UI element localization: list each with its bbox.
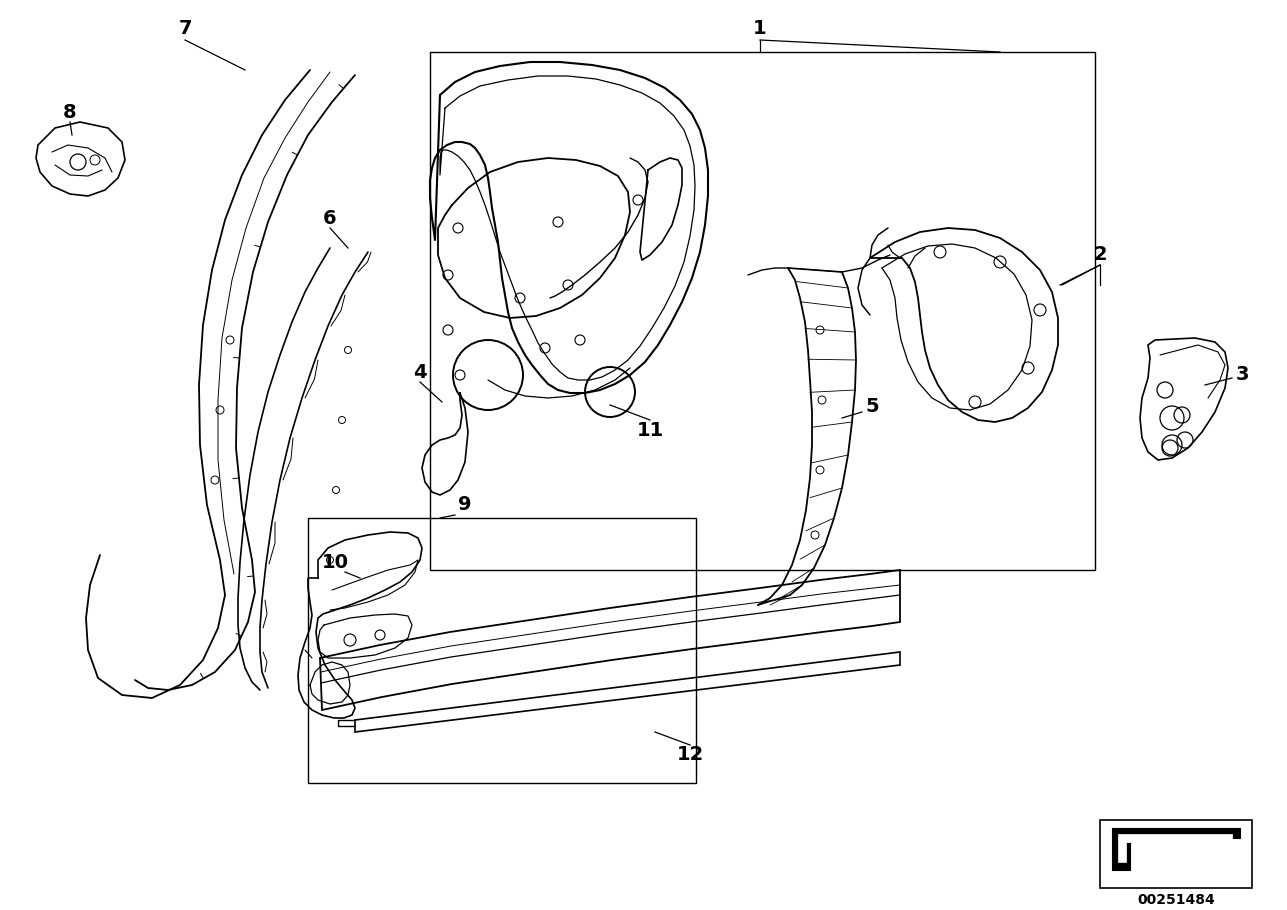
Text: 1: 1 xyxy=(753,18,767,37)
Bar xyxy=(430,52,1095,570)
Text: 3: 3 xyxy=(1236,366,1248,385)
Text: 4: 4 xyxy=(413,362,427,381)
Text: 2: 2 xyxy=(1093,246,1107,265)
Text: 6: 6 xyxy=(323,208,337,228)
Text: 5: 5 xyxy=(865,397,879,416)
Text: 8: 8 xyxy=(63,103,77,122)
Text: 10: 10 xyxy=(322,552,349,571)
Text: 9: 9 xyxy=(458,496,472,514)
Polygon shape xyxy=(1112,828,1239,870)
Text: 00251484: 00251484 xyxy=(1138,893,1215,907)
Text: 7: 7 xyxy=(179,18,192,37)
Text: 11: 11 xyxy=(636,420,664,440)
Polygon shape xyxy=(1118,834,1232,862)
Text: 12: 12 xyxy=(677,745,704,764)
Bar xyxy=(1100,820,1252,888)
Bar xyxy=(308,518,696,783)
